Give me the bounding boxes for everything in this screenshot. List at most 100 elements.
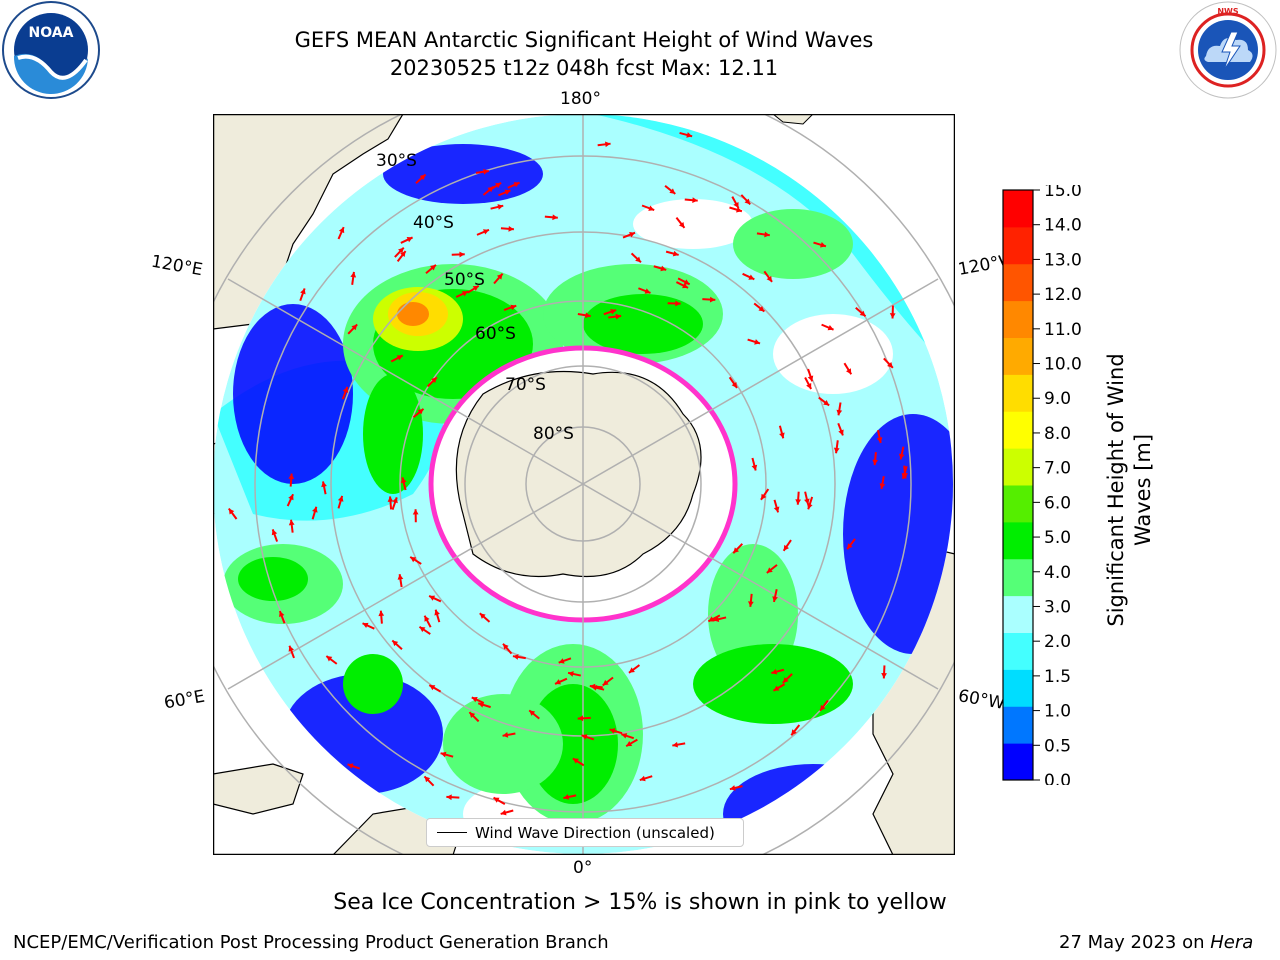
lat-label-50s: 50°S <box>444 270 485 290</box>
wave-arrow-head <box>604 141 611 148</box>
wave-arrow-head <box>478 702 485 708</box>
wave-arrow-head <box>644 288 651 294</box>
wave-arrow-head <box>398 247 404 254</box>
wave-arrow-head <box>731 382 737 388</box>
colorbar-tick-label: 6.0 <box>1044 493 1071 513</box>
colorbar-label: Significant Height of Wind Waves [m] <box>1104 353 1155 626</box>
wave-arrow-head <box>417 408 424 415</box>
wave-arrow-head <box>342 386 349 393</box>
wave-arrow-head <box>758 305 765 312</box>
wave-arrow-head <box>347 763 354 769</box>
wave-arrow-head <box>779 432 785 439</box>
wave-arrow-head <box>496 273 503 280</box>
wave-arrow-head <box>396 355 403 361</box>
colorbar-tick-label: 1.5 <box>1044 667 1071 687</box>
wave-arrow-head <box>771 668 778 675</box>
wave-arrow-head <box>440 751 447 758</box>
wave-arrow-head <box>773 685 780 691</box>
wave-arrow-head <box>483 229 489 235</box>
wave-arrow-head <box>872 459 879 466</box>
wave-arrow-head <box>626 741 633 747</box>
wave-arrow-head <box>675 300 681 307</box>
wave-arrow-head <box>410 556 417 563</box>
wave-arrow-head <box>876 437 883 443</box>
wave-arrow-head <box>748 601 754 607</box>
colorbar-block <box>1003 374 1033 412</box>
wave-arrow-head <box>609 728 616 734</box>
national-weather-service-logo: NWS <box>1179 1 1277 99</box>
wave-arrow-head <box>898 453 905 460</box>
wave-arrow-head <box>733 547 739 554</box>
colorbar-tick-label: 14.0 <box>1044 216 1082 236</box>
wave-arrow-head <box>709 296 716 303</box>
colorbar-block <box>1003 263 1033 302</box>
wave-arrow-head <box>589 683 596 690</box>
noaa-logo: NOAA <box>2 1 100 99</box>
legend-line-icon <box>437 832 467 833</box>
colorbar-block <box>1003 521 1033 560</box>
wave-arrow-head <box>764 231 770 238</box>
wave-arrow-head <box>823 399 830 406</box>
wave-arrow-head <box>795 499 802 505</box>
wave-arrow-head <box>820 242 826 248</box>
wave-arrow-head <box>836 409 843 416</box>
wave-arrow-head <box>400 251 406 258</box>
wave-arrow-head <box>754 339 761 345</box>
wave-arrow-head <box>879 483 886 489</box>
wave-arrow-head <box>807 375 814 382</box>
colorbar-block <box>1003 226 1033 265</box>
legend-label: Wind Wave Direction (unscaled) <box>475 823 715 842</box>
wave-arrow-head <box>615 313 622 320</box>
wave-arrow-head <box>228 508 235 515</box>
wave-arrow-head <box>791 729 797 736</box>
lat-label-30s: 30°S <box>376 151 417 171</box>
colorbar-tick-label: 4.0 <box>1044 563 1071 583</box>
wave-arrow-head <box>412 509 419 515</box>
lon-label-120e: 120°E <box>149 251 205 281</box>
chart-title: GEFS MEAN Antarctic Significant Height o… <box>294 28 874 52</box>
wave-arrow-head <box>500 809 507 816</box>
wave-arrow-head <box>392 497 398 504</box>
wave-arrow-head <box>621 733 628 739</box>
wave-arrow-head <box>459 251 465 258</box>
polar-map <box>213 114 955 855</box>
wave-arrow-head <box>748 274 755 280</box>
wave-arrow-head <box>497 204 504 210</box>
wave-arrow-head <box>660 265 667 272</box>
wave-arrow-head <box>563 794 570 800</box>
wave-arrow-head <box>502 732 509 738</box>
noaa-logo-text: NOAA <box>29 25 74 41</box>
lon-label-60e: 60°E <box>162 686 207 714</box>
wave-arrow-head <box>683 279 690 285</box>
wave-arrow-head <box>510 304 517 311</box>
colorbar-tick-label: 13.0 <box>1044 250 1082 270</box>
wave-arrow-head <box>424 615 430 622</box>
wave-arrow-head <box>387 496 394 502</box>
wave-arrow-head <box>337 495 344 502</box>
wave-arrow-head <box>495 182 502 189</box>
colorbar-block <box>1003 190 1033 228</box>
lat-label-80s: 80°S <box>533 424 574 444</box>
wave-arrow-head <box>552 214 558 221</box>
svg-text:NWS: NWS <box>1217 7 1239 16</box>
colorbar-block <box>1003 558 1033 597</box>
colorbar-block <box>1003 669 1033 707</box>
wave-arrow-head <box>508 225 514 232</box>
wave-arrow-head <box>568 671 574 677</box>
wave-arrow-head <box>585 312 591 319</box>
wave-arrow-head <box>669 188 676 194</box>
wave-arrow-head <box>271 529 278 536</box>
wave-arrow-head <box>471 697 478 703</box>
wave-arrow-head <box>300 288 306 295</box>
colorbar-tick-label: 5.0 <box>1044 528 1071 548</box>
wave-arrow-head <box>859 310 866 317</box>
wave-arrow-head <box>350 271 357 278</box>
colorbar-tick-label: 12.0 <box>1044 285 1082 305</box>
wave-arrow-head <box>713 616 720 623</box>
colorbar: 0.0 0.5 1.0 1.5 2.0 3.0 4.0 5.0 6.0 7.0 8.0 9.0 10.0… <box>1002 185 1082 785</box>
colorbar-block <box>1003 448 1033 486</box>
wave-arrow-head <box>744 198 751 205</box>
wave-arrow-head <box>846 368 852 375</box>
wave-arrow-head <box>760 493 767 500</box>
wave-arrow-head <box>362 622 369 629</box>
